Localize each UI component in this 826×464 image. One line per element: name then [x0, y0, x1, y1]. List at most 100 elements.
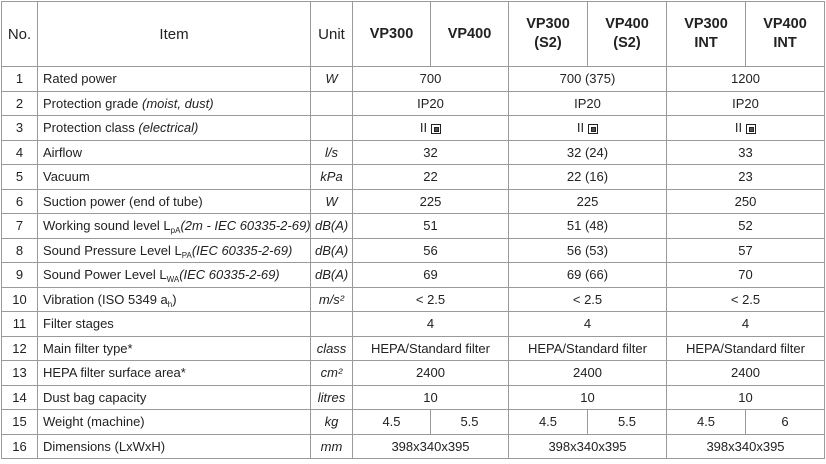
- value-text: 23: [738, 169, 753, 185]
- value-text: < 2.5: [572, 291, 603, 307]
- spec-row: 10 Vibration (ISO 5349 ah) m/s² < 2.5 < 2.5 <…: [1, 286, 825, 312]
- value: 51 (48): [508, 213, 667, 239]
- item-italic: (moist, dust): [142, 95, 214, 111]
- item-text: Suction power (end of tube): [43, 193, 203, 209]
- row-number: 6: [1, 188, 38, 214]
- value: IP20: [508, 90, 667, 116]
- value: IP20: [666, 90, 825, 116]
- value-text: 4.5: [538, 414, 558, 430]
- item-text: HEPA filter surface area*: [43, 365, 186, 381]
- value: 57: [666, 237, 825, 263]
- value-text: 2400: [416, 365, 445, 381]
- item-text: Working sound level L: [43, 218, 171, 234]
- value: 225: [508, 188, 667, 214]
- unit: dB(A): [310, 262, 353, 288]
- row-number: 14: [1, 384, 38, 410]
- row-number: 15: [1, 409, 38, 435]
- item-text: Protection grade: [43, 95, 143, 111]
- value: II: [508, 115, 667, 141]
- value: 5.5: [587, 409, 667, 435]
- value: HEPA/Standard filter: [666, 335, 825, 361]
- value-text: HEPA/Standard filter: [528, 340, 647, 356]
- row-number: 1: [1, 66, 38, 92]
- value: 700 (375): [508, 66, 667, 92]
- value-text: 700 (375): [559, 71, 616, 87]
- value-text: 10: [580, 389, 595, 405]
- item-name: Rated power: [37, 66, 311, 92]
- item-text: Dimensions (LxWxH): [43, 438, 166, 454]
- value-text: 56: [423, 242, 438, 258]
- item-sub: WA: [166, 275, 180, 285]
- model-name: INT: [773, 35, 797, 51]
- item-sub: h: [167, 299, 173, 309]
- header-no: No.: [1, 1, 38, 67]
- value-text: II: [419, 120, 428, 136]
- unit: W: [310, 66, 353, 92]
- spec-row: 15 Weight (machine) kg 4.5 5.5 4.5 5.5 4.5 6: [1, 409, 825, 435]
- spec-row: 12 Main filter type* class HEPA/Standard fi…: [1, 335, 825, 361]
- value: II: [352, 115, 509, 141]
- value-text: < 2.5: [730, 291, 761, 307]
- value: 700: [352, 66, 509, 92]
- value: 32 (24): [508, 139, 667, 165]
- value-text: HEPA/Standard filter: [371, 340, 490, 356]
- item-name: Vibration (ISO 5349 ah): [37, 286, 311, 312]
- unit: class: [310, 335, 353, 361]
- header-unit: Unit: [310, 1, 353, 67]
- spec-row: 9 Sound Power Level LWA(IEC 60335-2-69) dB…: [1, 262, 825, 288]
- item-name: Main filter type*: [37, 335, 311, 361]
- value: 56: [352, 237, 509, 263]
- value-text: < 2.5: [415, 291, 446, 307]
- spec-row: 1 Rated power W 700 700 (375) 1200: [1, 66, 825, 92]
- item-text: Protection class: [43, 120, 139, 136]
- spec-row: 2 Protection grade (moist, dust) IP20 IP20 I…: [1, 90, 825, 116]
- row-number: 12: [1, 335, 38, 361]
- value-text: 2400: [731, 365, 760, 381]
- value-text: 225: [419, 193, 442, 209]
- header-row: No. Item Unit VP300 VP400 VP300 (S2) VP400 (S2) V…: [1, 1, 825, 67]
- value: 32: [352, 139, 509, 165]
- header-item: Item: [37, 1, 311, 67]
- header-model: VP400 INT: [745, 1, 825, 67]
- unit: kPa: [310, 164, 353, 190]
- value: 2400: [352, 360, 509, 386]
- value: 33: [666, 139, 825, 165]
- spec-row: 8 Sound Pressure Level LPA(IEC 60335-2-69…: [1, 237, 825, 263]
- value: 4.5: [352, 409, 431, 435]
- value: < 2.5: [352, 286, 509, 312]
- value-text: 398x340x395: [706, 438, 785, 454]
- value-text: 700: [419, 71, 442, 87]
- item-sub: PA: [181, 250, 192, 260]
- row-number: 3: [1, 115, 38, 141]
- class-ii-icon: [431, 124, 442, 135]
- value: 398x340x395: [666, 433, 825, 459]
- value-text: 5.5: [617, 414, 637, 430]
- unit: [310, 115, 353, 141]
- value-text: IP20: [732, 95, 759, 111]
- value-text: IP20: [417, 95, 444, 111]
- value: 4.5: [508, 409, 588, 435]
- row-number: 5: [1, 164, 38, 190]
- value: 22 (16): [508, 164, 667, 190]
- value-text: 32: [423, 144, 438, 160]
- item-text: Rated power: [43, 71, 117, 87]
- value: 10: [666, 384, 825, 410]
- item-name: Sound Pressure Level LPA(IEC 60335-2-69): [37, 237, 311, 263]
- item-name: Working sound level LpA(2m - IEC 60335-2…: [37, 213, 311, 239]
- row-number: 4: [1, 139, 38, 165]
- value: 2400: [508, 360, 667, 386]
- row-number: 11: [1, 311, 38, 337]
- unit: dB(A): [310, 237, 353, 263]
- value-text: 250: [734, 193, 757, 209]
- row-number: 2: [1, 90, 38, 116]
- value: 4: [666, 311, 825, 337]
- value: 250: [666, 188, 825, 214]
- item-name: HEPA filter surface area*: [37, 360, 311, 386]
- value: 56 (53): [508, 237, 667, 263]
- value-text: 398x340x395: [548, 438, 627, 454]
- item-name: Airflow: [37, 139, 311, 165]
- value-text: 22: [423, 169, 438, 185]
- value-text: 69: [423, 267, 438, 283]
- item-text: Airflow: [43, 144, 83, 160]
- value: 225: [352, 188, 509, 214]
